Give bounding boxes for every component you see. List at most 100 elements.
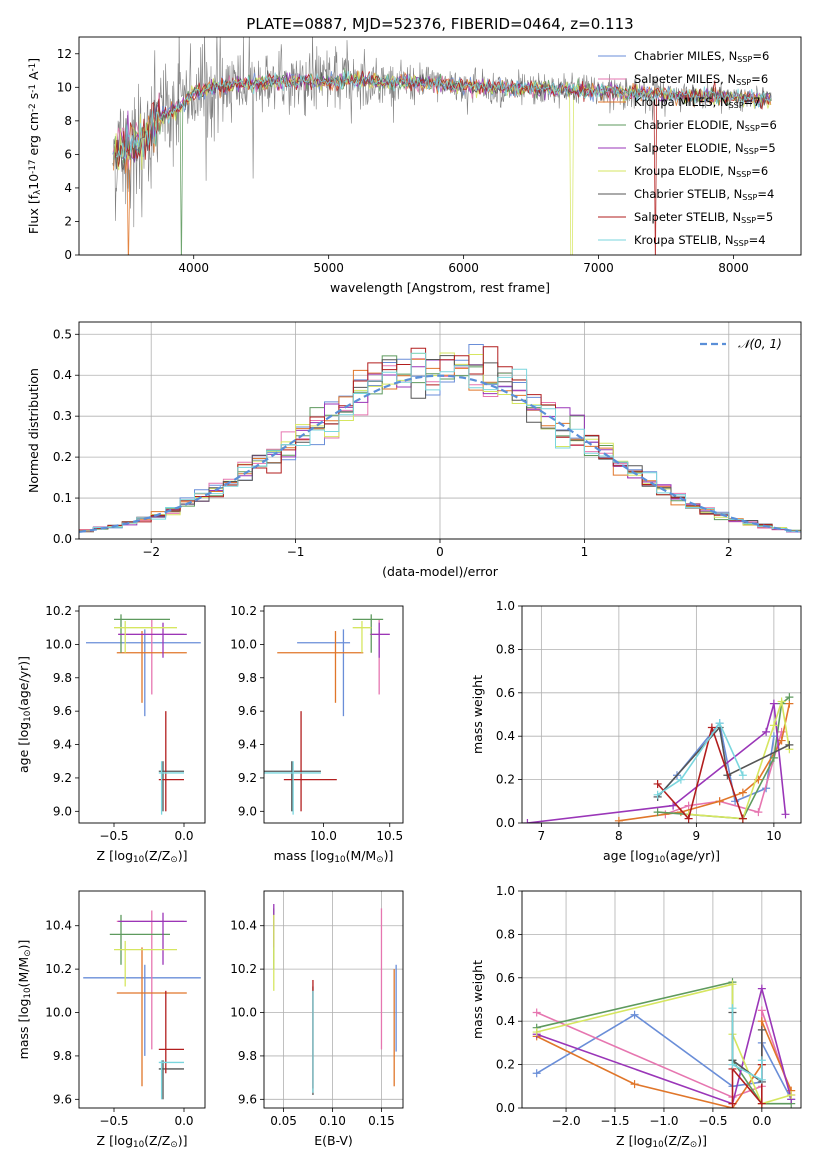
y-tick-label: 10.2 (230, 962, 257, 976)
label-part: 10 (26, 174, 41, 190)
label-part: age [log (603, 848, 654, 863)
x-tick-label: 2 (725, 545, 733, 559)
plot-area (273, 904, 397, 1095)
plot-area (86, 614, 201, 815)
label-part: mass [log (274, 848, 335, 863)
legend-nssp-sub: SSP (736, 170, 751, 179)
histogram-kroupa-stelib (79, 352, 801, 533)
axes-frame (78, 321, 802, 540)
series-marker (523, 819, 532, 823)
y-tick-label: 10.2 (45, 962, 72, 976)
series-marker (781, 810, 790, 819)
legend-entry-kroupa-elodie: Kroupa ELODIE, NSSP=6 (634, 164, 768, 179)
legend-nssp-sub: SSP (737, 55, 752, 64)
label-part: ⊙ (170, 855, 177, 865)
point-chabrier-stelib (158, 1060, 184, 1100)
legend-model-name: Kroupa ELODIE (634, 164, 720, 178)
y-tick-label: 10.0 (45, 637, 72, 651)
point-kroupa-miles (277, 631, 364, 703)
x-axis-label: Z [log10(Z/Z⊙)] (97, 848, 188, 865)
point-kroupa-stelib (264, 761, 321, 815)
label-part: ] (26, 58, 41, 63)
legend-nssp-value: 6 (761, 164, 768, 178)
plot-area (523, 693, 794, 823)
x-tick-label: −0.5 (99, 1114, 128, 1128)
y-tick-label: 6 (64, 147, 72, 161)
series-marker (754, 808, 763, 817)
axes-frame (263, 605, 404, 824)
plot-area (79, 344, 801, 535)
series-marker (728, 1004, 737, 1013)
label-part: )] (178, 1133, 188, 1148)
point-salpeter-stelib (158, 990, 184, 1074)
series-kroupa-elodie (684, 697, 794, 823)
y-tick-label: 9.8 (53, 671, 72, 685)
label-part: -1 (28, 84, 38, 93)
label-part: (age/yr)] (665, 848, 720, 863)
y-tick-label: 10.2 (230, 604, 257, 618)
plot-area (532, 978, 796, 1108)
x-axis-label: Z [log10(Z/Z⊙)] (616, 1133, 707, 1150)
x-tick-label: 0.05 (270, 1114, 297, 1128)
label-part: (Z/Z (664, 1133, 690, 1148)
y-tick-label: 9.4 (238, 738, 257, 752)
panel-residuals: −2 −1 0 1 2 0.0 0.1 0.2 0.3 0.4 0.5 (data-model)/er… (26, 321, 802, 579)
label-part: mass [log (16, 999, 31, 1060)
series-marker (757, 1056, 766, 1065)
x-tick-label: 0.15 (368, 1114, 395, 1128)
series-marker (769, 753, 778, 762)
label-part: )] (16, 940, 31, 950)
point-salpeter-miles (369, 619, 390, 695)
legend-nssp-sub: SSP (734, 239, 749, 248)
y-tick-label: 9.6 (238, 1092, 257, 1106)
series-marker (728, 1099, 737, 1108)
label-part: )] (697, 1133, 707, 1148)
panel-age_vs_mass: 10.0 10.5 9.0 9.2 9.4 9.6 9.8 10.0 10.2 mass [log… (230, 604, 404, 865)
x-tick-label: −2 (142, 545, 160, 559)
series-marker (738, 771, 747, 780)
series-marker (757, 1075, 766, 1084)
label-part: wavelength [Angstrom, rest frame] (330, 280, 550, 295)
y-axis-label: Flux [fλ10-17 erg cm-2 s-1 A-1] (26, 58, 43, 234)
series-marker (532, 1028, 541, 1037)
axes-frame (263, 890, 404, 1109)
label-part: 10 (133, 1140, 144, 1150)
y-tick-label: 0.3 (53, 409, 72, 423)
plot-area (83, 910, 201, 1100)
label-part: 10 (23, 711, 33, 722)
y-tick-label: 4 (64, 181, 72, 195)
legend-entry-chabrier-stelib: Chabrier STELIB, NSSP=4 (634, 187, 774, 202)
x-tick-label: 10 (766, 829, 781, 843)
label-part: mass weight (470, 960, 485, 1039)
y-tick-label: 0.0 (53, 532, 72, 546)
label-part: mass weight (470, 675, 485, 754)
legend-nssp-value: 6 (761, 72, 768, 86)
legend-nssp-eq: = (756, 210, 766, 224)
legend-nssp-value: 6 (770, 118, 777, 132)
legend-nssp-sub: SSP (736, 78, 751, 87)
x-tick-label: −1.0 (649, 1114, 678, 1128)
point-salpeter-miles (116, 910, 184, 1050)
y-tick-label: 2 (64, 214, 72, 228)
panel-mass_vs_Z: −0.5 0.09.69.810.010.210.4Z [log10(Z/Z⊙)]… (16, 890, 206, 1150)
y-tick-label: 0.4 (53, 368, 72, 382)
series-marker (707, 723, 716, 732)
series-marker (785, 693, 794, 702)
label-part: 10 (334, 855, 345, 865)
x-tick-label: 0 (436, 545, 444, 559)
series-kroupa-miles (614, 699, 794, 823)
series-marker (653, 790, 662, 799)
point-chabrier-miles (86, 629, 201, 717)
legend-nssp-eq: = (751, 72, 761, 86)
series-line (657, 721, 744, 796)
point-chabrier-elodie (109, 914, 170, 965)
series-marker (787, 1090, 796, 1099)
series-marker (757, 1017, 766, 1026)
legend-model-name: Chabrier ELODIE (634, 118, 729, 132)
series-marker (785, 740, 794, 749)
x-tick-label: 7000 (583, 261, 614, 275)
x-tick-label: 0.0 (174, 829, 193, 843)
legend-entry-salpeter-stelib: Salpeter STELIB, NSSP=5 (634, 210, 773, 225)
legend-entry-kroupa-stelib: Kroupa STELIB, NSSP=4 (634, 233, 766, 248)
